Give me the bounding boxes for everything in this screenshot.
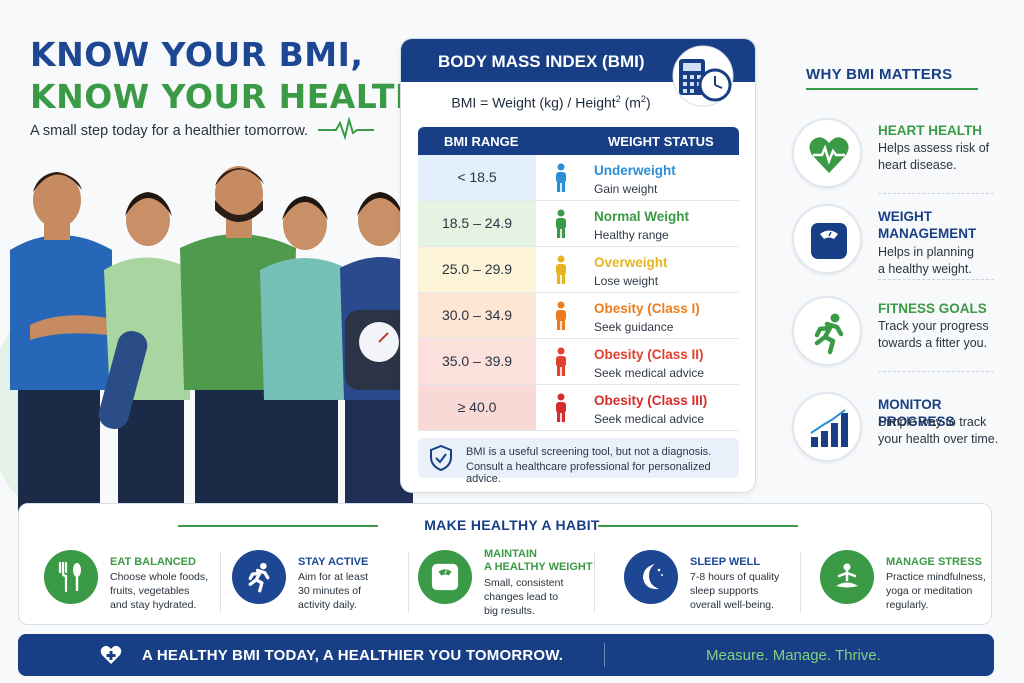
- moon-icon: [624, 550, 678, 604]
- why-item: HEART HEALTH Helps assess risk of heart di…: [792, 118, 1002, 208]
- why-separator: [878, 279, 994, 280]
- why-item-title: FITNESS GOALS: [878, 301, 987, 316]
- scale-icon: [792, 204, 862, 274]
- why-separator: [878, 371, 994, 372]
- footer-banner: A HEALTHY BMI TODAY, A HEALTHIER YOU TOM…: [18, 634, 994, 676]
- habit-separator: [594, 552, 595, 612]
- footer-divider: [604, 643, 605, 667]
- headline-line-2: KNOW YOUR HEALTH: [30, 77, 423, 116]
- why-item-desc: Helps assess risk of heart disease.: [878, 141, 990, 172]
- habit-item: MANAGE STRESS Practice mindfulness, yoga o…: [820, 548, 1010, 618]
- footer-text: A HEALTHY BMI TODAY, A HEALTHIER YOU TOM…: [142, 647, 564, 664]
- weight-advice-label: Healthy range: [594, 228, 669, 242]
- why-item-desc: Helps in planning a healthy weight.: [878, 245, 974, 276]
- person-figure-icon: [556, 347, 566, 376]
- bmi-table-header: BMI RANGE WEIGHT STATUS: [418, 127, 739, 155]
- scale-icon: [418, 550, 472, 604]
- habits-rule-right: [598, 525, 798, 527]
- weight-advice-label: Gain weight: [594, 182, 658, 196]
- habit-title: SLEEP WELL: [690, 556, 761, 568]
- why-item-desc: Simple way to track your health over time…: [878, 415, 999, 446]
- weight-status-label: Obesity (Class III): [594, 393, 708, 408]
- bmi-table-row: 30.0 – 34.9 Obesity (Class I) Seek guidanc…: [418, 293, 739, 339]
- weight-status-label: Normal Weight: [594, 209, 690, 224]
- person-figure-icon: [556, 163, 566, 192]
- habit-item: STAY ACTIVE Aim for at least 30 minutes of…: [232, 548, 422, 618]
- bmi-table-row: < 18.5 Underweight Gain weight: [418, 155, 739, 201]
- bmi-range-cell: 30.0 – 34.9: [418, 293, 536, 338]
- bmi-range-cell: 25.0 – 29.9: [418, 247, 536, 292]
- habit-desc: Small, consistent changes lead to big resu…: [484, 577, 564, 617]
- bmi-range-cell: 18.5 – 24.9: [418, 201, 536, 246]
- bmi-formula: BMI = Weight (kg) / Height2 (m2): [451, 94, 651, 111]
- pulse-line-icon: [318, 117, 374, 141]
- habit-title: MAINTAIN A HEALTHY WEIGHT: [484, 548, 593, 573]
- why-item-desc: Track your progress towards a fitter you.: [878, 319, 989, 350]
- why-item: FITNESS GOALS Track your progress towards …: [792, 296, 1002, 386]
- habit-title: EAT BALANCED: [110, 556, 196, 568]
- tagline: A small step today for a healthier tomor…: [30, 123, 309, 139]
- weight-status-label: Underweight: [594, 163, 676, 178]
- bar-chart-icon: [792, 392, 862, 462]
- heart-pulse-icon: [792, 118, 862, 188]
- headline-line-1: KNOW YOUR BMI,: [30, 35, 364, 74]
- habit-desc: Aim for at least 30 minutes of activity da…: [298, 571, 369, 611]
- bmi-card-title: BODY MASS INDEX (BMI): [438, 52, 645, 71]
- habits-title: MAKE HEALTHY A HABIT: [424, 517, 600, 533]
- habit-desc: Practice mindfulness, yoga or meditation r…: [886, 571, 986, 611]
- disclaimer-line-1: BMI is a useful screening tool, but not …: [466, 446, 712, 458]
- bmi-range-cell: ≥ 40.0: [418, 385, 536, 430]
- why-item-title: HEART HEALTH: [878, 123, 982, 138]
- utensils-icon: [44, 550, 98, 604]
- runner-icon: [232, 550, 286, 604]
- footer-slogan: Measure. Manage. Thrive.: [706, 647, 881, 664]
- person-figure-icon: [556, 255, 566, 284]
- why-item: MONITOR PROGRESS Simple way to track your …: [792, 392, 1002, 482]
- person-figure-icon: [556, 301, 566, 330]
- why-item-title: WEIGHT MANAGEMENT: [878, 209, 977, 241]
- bmi-table-row: 18.5 – 24.9 Normal Weight Healthy range: [418, 201, 739, 247]
- weight-status-label: Obesity (Class I): [594, 301, 700, 316]
- col-bmi-range: BMI RANGE: [444, 134, 519, 149]
- habit-item: EAT BALANCED Choose whole foods, fruits, v…: [44, 548, 234, 618]
- weight-advice-label: Seek guidance: [594, 320, 674, 334]
- why-item-title: MONITOR PROGRESS: [878, 397, 955, 429]
- meditation-icon: [820, 550, 874, 604]
- shield-check-icon: [430, 445, 452, 471]
- bmi-table-row: ≥ 40.0 Obesity (Class III) Seek medical ad…: [418, 385, 739, 431]
- habit-separator: [220, 552, 221, 612]
- runner-icon: [792, 296, 862, 366]
- bmi-table-row: 35.0 – 39.9 Obesity (Class II) Seek medica…: [418, 339, 739, 385]
- weight-status-label: Overweight: [594, 255, 668, 270]
- habit-desc: Choose whole foods, fruits, vegetables and…: [110, 571, 209, 611]
- bmi-disclaimer: BMI is a useful screening tool, but not …: [418, 438, 739, 485]
- bmi-table-row: 25.0 – 29.9 Overweight Lose weight: [418, 247, 739, 293]
- person-figure-icon: [556, 209, 566, 238]
- why-bmi-title: WHY BMI MATTERS: [806, 66, 953, 83]
- habit-desc: 7-8 hours of quality sleep supports overal…: [690, 571, 780, 611]
- weight-advice-label: Seek medical advice: [594, 366, 705, 380]
- habit-separator: [408, 552, 409, 612]
- bmi-range-cell: 35.0 – 39.9: [418, 339, 536, 384]
- habits-rule-left: [178, 525, 378, 527]
- weight-advice-label: Lose weight: [594, 274, 659, 288]
- person-figure-icon: [556, 393, 566, 422]
- disclaimer-line-2: Consult a healthcare professional for pe…: [466, 461, 711, 485]
- col-weight-status: WEIGHT STATUS: [608, 134, 714, 149]
- habit-title: STAY ACTIVE: [298, 556, 369, 568]
- habit-item: SLEEP WELL 7-8 hours of quality sleep supp…: [624, 548, 814, 618]
- calculator-clock-icon: [672, 45, 734, 107]
- heart-plus-icon: [100, 645, 122, 664]
- why-separator: [878, 193, 994, 194]
- habit-item: MAINTAIN A HEALTHY WEIGHT Small, consisten…: [418, 548, 608, 618]
- habit-title: MANAGE STRESS: [886, 556, 982, 568]
- bmi-range-cell: < 18.5: [418, 155, 536, 200]
- habit-separator: [800, 552, 801, 612]
- weight-advice-label: Seek medical advice: [594, 412, 705, 426]
- why-title-underline: [806, 88, 978, 90]
- weight-status-label: Obesity (Class II): [594, 347, 704, 362]
- why-item: WEIGHT MANAGEMENT Helps in planning a healt…: [792, 204, 1002, 294]
